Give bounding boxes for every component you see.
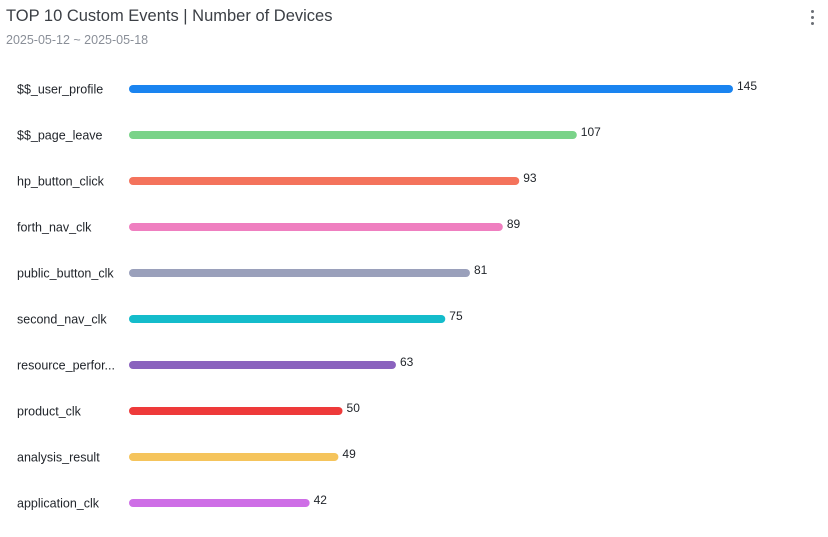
category-label: public_button_clk xyxy=(17,267,114,281)
value-label: 81 xyxy=(474,263,488,277)
category-label: $$_page_leave xyxy=(17,129,103,143)
value-label: 93 xyxy=(523,171,537,185)
value-label: 49 xyxy=(342,447,356,461)
category-label: analysis_result xyxy=(17,451,100,465)
category-label: second_nav_clk xyxy=(17,313,107,327)
value-label: 63 xyxy=(400,355,414,369)
menu-dot xyxy=(810,21,814,25)
value-label: 75 xyxy=(449,309,463,323)
date-range: 2025-05-12 ~ 2025-05-18 xyxy=(6,33,149,47)
category-label: product_clk xyxy=(17,405,82,419)
value-label: 42 xyxy=(314,493,328,507)
menu-dot xyxy=(810,9,814,13)
category-label: hp_button_click xyxy=(17,175,105,189)
value-label: 107 xyxy=(581,125,601,139)
category-label: forth_nav_clk xyxy=(17,221,92,235)
value-label: 89 xyxy=(507,217,521,231)
value-label: 50 xyxy=(347,401,361,415)
category-label: resource_perfor... xyxy=(17,359,115,373)
category-label: $$_user_profile xyxy=(17,83,103,97)
menu-dot xyxy=(810,15,814,19)
chart-title: TOP 10 Custom Events | Number of Devices xyxy=(6,7,333,25)
category-label: application_clk xyxy=(17,497,100,511)
more-vertical-icon[interactable] xyxy=(804,6,820,28)
value-label: 145 xyxy=(737,79,757,93)
